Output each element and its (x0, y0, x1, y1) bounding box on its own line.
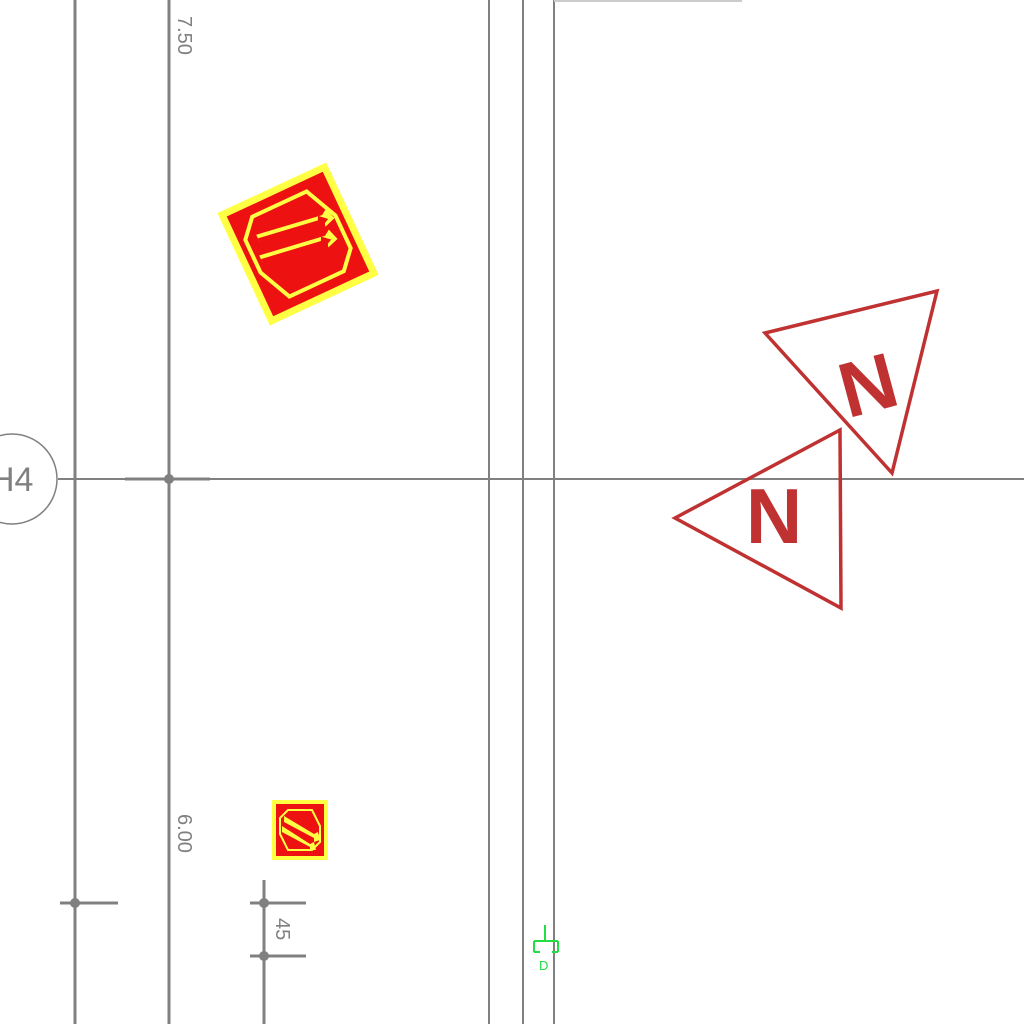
grid-bubble-label: H4 (0, 461, 33, 499)
dimension-label-small: 45 (271, 918, 293, 940)
dimension-label-lower: 6.00 (173, 814, 195, 853)
green-fixture-icon[interactable]: D (533, 925, 559, 973)
north-marker-lower-label: N (746, 472, 802, 560)
dimension-node (164, 474, 174, 484)
dimension-label-upper: 7.50 (173, 16, 195, 55)
north-marker-upper-label: N (829, 335, 906, 435)
north-marker-lower-icon[interactable]: N (671, 427, 843, 611)
grid-bubble[interactable]: H4 (0, 433, 58, 525)
small-dimension: 45 (250, 880, 306, 1024)
north-marker-upper-icon[interactable]: N (761, 288, 940, 477)
hazard-sign-small-icon[interactable] (272, 800, 328, 860)
hazard-sign-large-icon[interactable] (217, 162, 379, 326)
dimension-node-left (70, 898, 80, 908)
green-fixture-tag: D (539, 958, 548, 973)
